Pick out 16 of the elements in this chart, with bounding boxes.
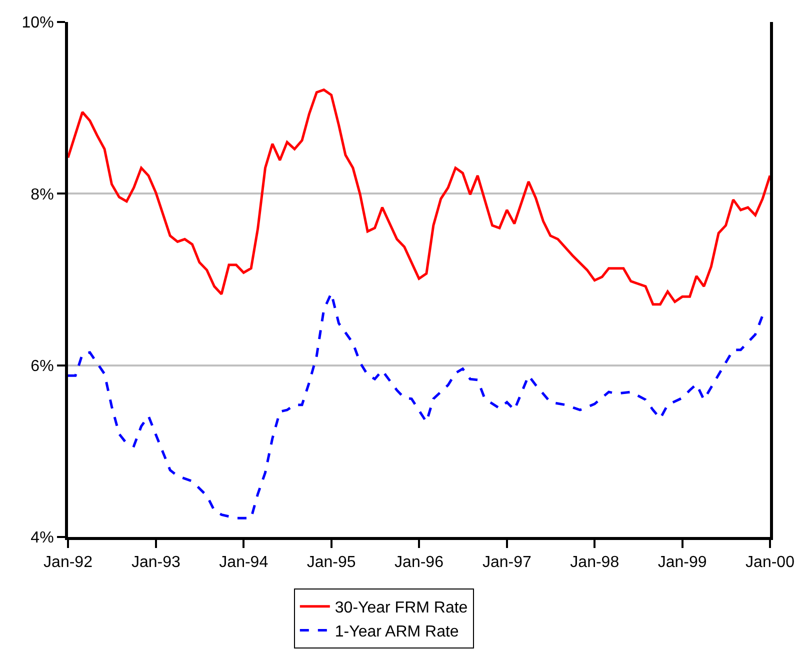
x-tick-label: Jan-96 xyxy=(394,554,444,572)
x-tick-label: Jan-00 xyxy=(746,554,795,572)
y-tick-label: 4% xyxy=(30,530,54,547)
x-tick-label: Jan-94 xyxy=(219,554,268,572)
y-tick-label: 6% xyxy=(30,358,54,375)
line-series xyxy=(68,88,770,306)
y-tick-label: 10% xyxy=(22,14,54,32)
x-tick-label: Jan-97 xyxy=(482,554,532,572)
x-tick-label: Jan-92 xyxy=(44,554,93,572)
x-tick-label: Jan-95 xyxy=(306,554,356,572)
y-tick-label: 8% xyxy=(30,186,54,204)
x-tick-label: Jan-98 xyxy=(570,554,620,572)
x-tick-label: Jan-99 xyxy=(658,554,707,572)
x-tick-label: Jan-93 xyxy=(131,554,180,572)
legend-label: 30-Year FRM Rate xyxy=(334,600,468,617)
legend-label: 1-Year ARM Rate xyxy=(334,623,459,640)
